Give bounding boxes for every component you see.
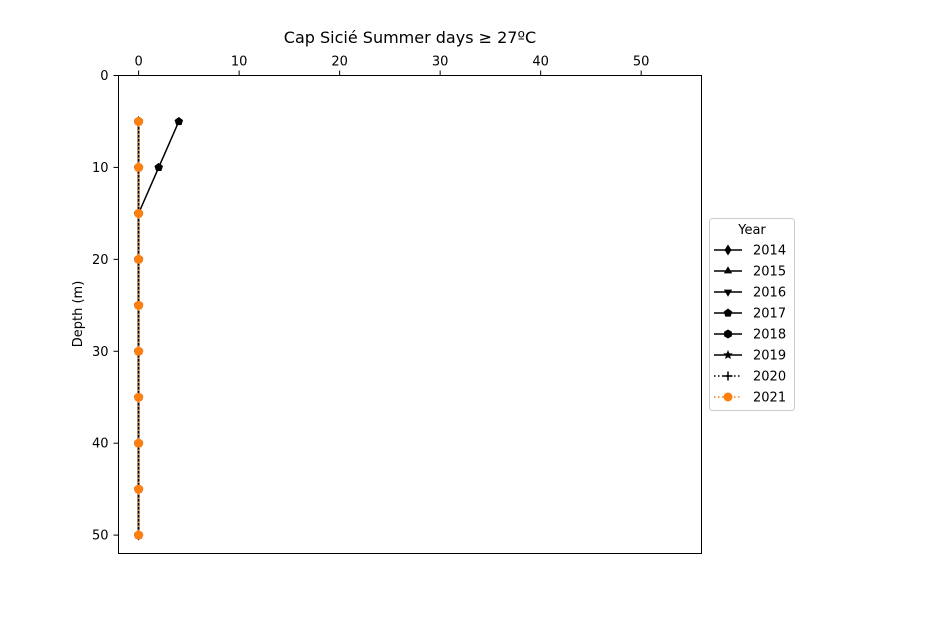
plot-area-frame	[118, 75, 702, 554]
axis-ticks: 0 10 20 30 40 50 0 10 20 30 40 50	[92, 55, 650, 544]
data-point	[134, 254, 144, 264]
legend-marker	[723, 392, 733, 402]
data-point	[134, 208, 144, 218]
x-tick-label: 20	[331, 55, 348, 70]
legend-marker	[723, 350, 733, 360]
series-2021	[134, 116, 144, 540]
legend-entry-2017: 2017	[714, 307, 786, 322]
x-tick-label: 30	[432, 55, 449, 70]
legend-entry-2014: 2014	[714, 244, 786, 259]
legend-entry-2019: 2019	[714, 349, 786, 364]
legend-marker	[723, 308, 733, 317]
legend-marker	[724, 329, 732, 339]
data-point	[154, 162, 163, 172]
y-tick-label: 0	[100, 69, 108, 84]
legend-entry-2015: 2015	[714, 265, 786, 280]
legend: Year 2014 2015 2016 2017 2018 2019 2020 2021	[709, 218, 795, 411]
series-line	[137, 121, 180, 536]
y-tick-label: 30	[92, 345, 109, 360]
legend-title: Year	[737, 223, 766, 238]
data-point	[134, 300, 144, 310]
chart-title: Cap Sicié Summer days ≥ 27ºC	[284, 28, 536, 47]
series-2019	[133, 116, 144, 540]
x-tick-label: 10	[231, 55, 248, 70]
legend-marker	[724, 244, 732, 256]
legend-frame	[709, 218, 795, 411]
y-tick-label: 40	[92, 437, 109, 452]
legend-label: 2019	[753, 349, 786, 364]
x-tick-label: 0	[134, 55, 142, 70]
data-point	[134, 484, 144, 494]
data-point	[134, 438, 144, 448]
series-layer	[133, 115, 184, 541]
legend-label: 2018	[753, 328, 786, 343]
legend-entry-2018: 2018	[714, 328, 786, 343]
legend-label: 2017	[753, 307, 786, 322]
legend-label: 2020	[753, 370, 786, 385]
series-2017	[134, 116, 184, 539]
data-point	[134, 116, 144, 126]
data-point	[134, 162, 144, 172]
data-point	[134, 530, 144, 540]
y-tick-label: 50	[92, 529, 109, 544]
legend-marker	[723, 371, 733, 381]
legend-marker	[723, 266, 733, 274]
data-point	[174, 116, 184, 126]
data-point	[134, 346, 144, 356]
legend-entry-2020: 2020	[714, 370, 786, 385]
x-tick-label: 40	[532, 55, 549, 70]
legend-label: 2016	[753, 286, 786, 301]
legend-entry-2021: 2021	[714, 391, 786, 406]
legend-label: 2014	[753, 244, 786, 259]
y-tick-label: 10	[92, 161, 109, 176]
legend-label: 2021	[753, 391, 786, 406]
legend-entry-2016: 2016	[714, 286, 786, 301]
y-tick-label: 20	[92, 253, 109, 268]
legend-label: 2015	[753, 265, 786, 280]
data-point	[134, 392, 144, 402]
x-tick-label: 50	[633, 55, 650, 70]
y-axis-label: Depth (m)	[71, 281, 86, 348]
legend-marker	[723, 289, 733, 297]
